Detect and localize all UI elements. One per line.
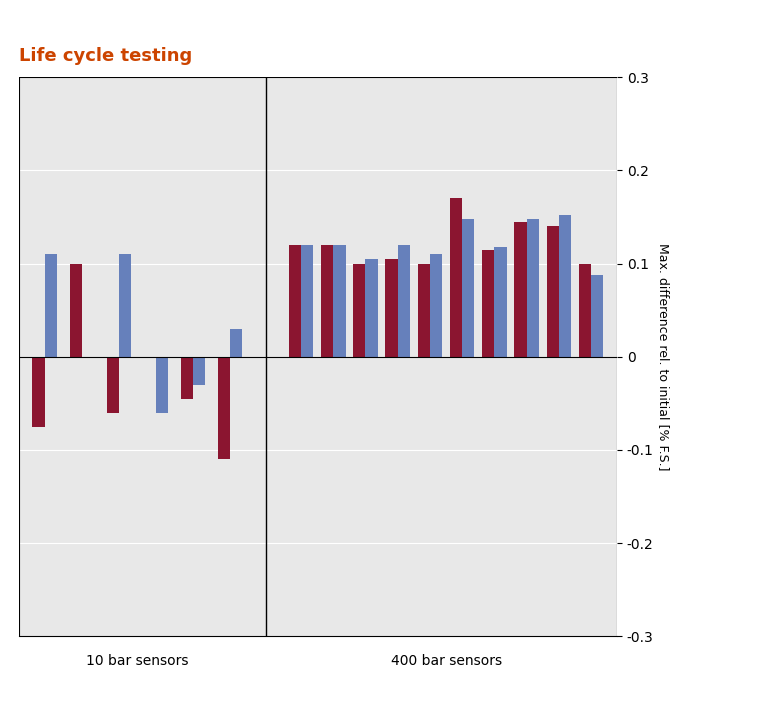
Bar (321, 245, 333, 357)
Bar (418, 264, 430, 357)
Bar (366, 259, 378, 357)
Bar (33, 357, 45, 427)
Bar (301, 245, 313, 357)
Bar (559, 215, 572, 357)
Bar (107, 357, 119, 413)
Bar (288, 245, 301, 357)
Bar (354, 264, 366, 357)
Bar (527, 219, 539, 357)
Bar (119, 254, 131, 357)
Bar (230, 329, 242, 357)
Bar (397, 245, 410, 357)
Bar (218, 357, 230, 459)
Bar (193, 357, 205, 385)
Bar (591, 275, 603, 357)
Bar (385, 259, 397, 357)
Bar (181, 357, 193, 399)
Y-axis label: Max. difference rel. to initial [% F.S.]: Max. difference rel. to initial [% F.S.] (657, 243, 670, 470)
Text: Life cycle testing: Life cycle testing (19, 46, 192, 65)
Bar (156, 357, 168, 413)
Bar (450, 198, 463, 357)
Bar (494, 247, 506, 357)
Bar (333, 245, 345, 357)
Text: 10 bar sensors: 10 bar sensors (86, 654, 188, 668)
Bar (463, 219, 475, 357)
Bar (515, 221, 527, 357)
Bar (70, 264, 82, 357)
Bar (547, 226, 559, 357)
Bar (45, 254, 57, 357)
Bar (482, 250, 494, 357)
Bar (579, 264, 591, 357)
Bar (430, 254, 442, 357)
Text: 400 bar sensors: 400 bar sensors (391, 654, 502, 668)
